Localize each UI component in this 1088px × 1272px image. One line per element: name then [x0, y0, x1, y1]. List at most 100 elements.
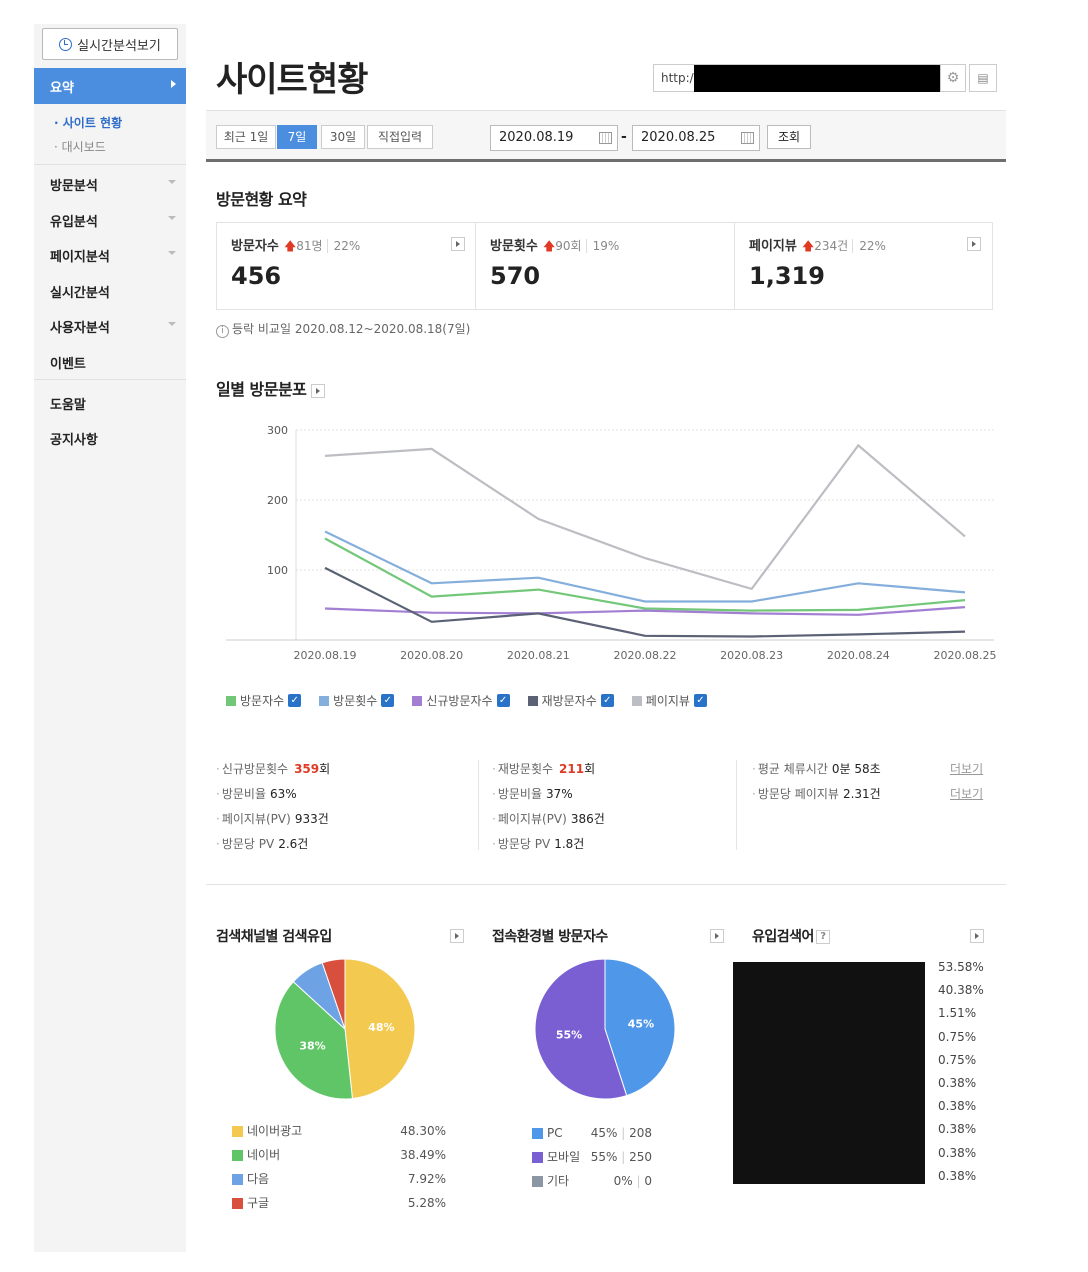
sidebar-item-summary[interactable]: 요약: [34, 68, 186, 104]
arrow-up-icon: 🡅: [283, 239, 297, 253]
end-date-input[interactable]: 2020.08.25: [632, 125, 760, 151]
checkbox-checked-icon[interactable]: ✓: [496, 694, 510, 707]
detail-arrow-icon[interactable]: [311, 383, 326, 398]
sidebar-subitem-site-status[interactable]: · 사이트 현황: [54, 116, 123, 130]
stay-metrics: · 평균 체류시간 0분 58초 · 방문당 페이지뷰 2.31건: [752, 758, 881, 808]
legend-count: 250: [629, 1150, 652, 1164]
pie-slice: [274, 981, 353, 1100]
sidebar-item-label: 이벤트: [50, 357, 86, 372]
pie-slice: [534, 958, 628, 1100]
bullet: ·: [492, 812, 496, 826]
detail-arrow-icon[interactable]: [450, 929, 464, 943]
daily-section-title: 일별 방문분포: [216, 376, 326, 400]
metric-value: 0분 58초: [831, 762, 881, 776]
sidebar-item-user-analysis[interactable]: 사용자분석: [50, 317, 176, 336]
legend-label: 방문자수: [240, 694, 285, 708]
legend-item[interactable]: 페이지뷰 ✓: [631, 692, 707, 709]
checkbox-checked-icon[interactable]: ✓: [600, 694, 614, 707]
help-icon[interactable]: ?: [815, 930, 830, 944]
more-link[interactable]: 더보기: [950, 762, 984, 776]
legend-swatch: [232, 1150, 243, 1161]
print-button[interactable]: ▤: [969, 64, 997, 92]
keyword-percent: 0.38%: [938, 1168, 977, 1183]
clock-icon: [59, 37, 73, 51]
metric-row: · 페이지뷰(PV) 933건: [216, 808, 330, 833]
pie-slice: [604, 958, 676, 1097]
keyword-percent: 1.51%: [938, 1006, 977, 1021]
legend-label: 모바일: [547, 1150, 581, 1164]
metric-row: · 페이지뷰(PV) 386건: [492, 808, 605, 833]
url-prefix: http:/: [661, 71, 694, 85]
stat-delta: 90회: [555, 239, 582, 253]
info-icon: i: [216, 325, 229, 338]
checkbox-checked-icon[interactable]: ✓: [693, 694, 707, 707]
metric-unit: 회: [319, 762, 331, 776]
sidebar-item-help[interactable]: 도움말: [50, 394, 86, 413]
keyword-percent: 0.75%: [938, 1052, 977, 1067]
calendar-icon[interactable]: [741, 132, 754, 144]
detail-arrow-icon[interactable]: [710, 929, 724, 943]
pie-slice: [344, 958, 416, 1100]
start-date-input[interactable]: 2020.08.19: [490, 125, 618, 151]
sidebar-item-event[interactable]: 이벤트: [50, 353, 86, 372]
metric-row: · 재방문횟수 211회: [492, 758, 605, 783]
revisit-metrics: · 재방문횟수 211회 · 방문비율 37% · 페이지뷰(PV) 386건 · 방문당 PV 1.…: [492, 758, 605, 858]
legend-item[interactable]: 방문횟수 ✓: [319, 692, 395, 709]
range-1day-button[interactable]: 최근 1일: [216, 125, 276, 149]
legend-label: 다음: [247, 1172, 270, 1186]
legend-label: 구글: [247, 1196, 270, 1210]
range-30days-button[interactable]: 30일: [321, 125, 365, 149]
redacted-keywords: [733, 962, 925, 1184]
divider: [734, 223, 735, 309]
more-link[interactable]: 더보기: [950, 787, 984, 801]
query-button[interactable]: 조회: [767, 125, 811, 149]
legend-label: 네이버광고: [247, 1124, 303, 1138]
keyword-percent: 0.75%: [938, 1029, 977, 1044]
summary-section-title: 방문현황 요약: [216, 190, 307, 209]
sidebar-subitem-dashboard[interactable]: · 대시보드: [54, 140, 106, 154]
calendar-icon[interactable]: [599, 132, 612, 144]
sidebar-item-notice[interactable]: 공지사항: [50, 429, 98, 448]
legend-value: 0% | 0: [614, 1170, 652, 1192]
site-url-field[interactable]: http:/: [653, 64, 965, 92]
slice-label: 48%: [368, 1021, 394, 1034]
x-tick-label: 2020.08.25: [934, 649, 997, 662]
sidebar-item-inflow-analysis[interactable]: 유입분석: [50, 211, 176, 230]
y-tick-label: 300: [267, 424, 288, 437]
range-custom-button[interactable]: 직접입력: [367, 125, 433, 149]
metric-value: 386건: [570, 812, 605, 826]
legend-count: 208: [629, 1126, 652, 1140]
x-tick-label: 2020.08.19: [294, 649, 357, 662]
legend-sep: |: [617, 1126, 630, 1140]
detail-arrow-icon[interactable]: [970, 929, 984, 943]
metric-value: 359: [294, 762, 320, 776]
metric-unit: 회: [584, 762, 596, 776]
realtime-analysis-label: 실시간분석보기: [77, 38, 161, 54]
checkbox-checked-icon[interactable]: ✓: [381, 694, 395, 707]
detail-arrow-icon[interactable]: [967, 237, 981, 251]
legend-item[interactable]: 재방문자수 ✓: [527, 692, 614, 709]
sidebar-item-page-analysis[interactable]: 페이지분석: [50, 246, 176, 265]
range-7days-button[interactable]: 7일: [277, 125, 317, 149]
series-line: [324, 566, 966, 638]
device-legend: PC 45% | 208 모바일 55% | 250 기타 0% | 0: [532, 1122, 662, 1194]
checkbox-checked-icon[interactable]: ✓: [288, 694, 302, 707]
divider: [736, 760, 737, 850]
stat-visits: 방문횟수 🡅90회 19% 570: [476, 223, 734, 309]
sidebar-item-realtime-analysis[interactable]: 실시간분석: [50, 282, 110, 301]
keyword-percent: 0.38%: [938, 1122, 977, 1137]
legend-value: 55% | 250: [591, 1146, 652, 1168]
stat-pct: 22%: [326, 239, 361, 253]
metric-row: · 평균 체류시간 0분 58초: [752, 758, 881, 783]
legend-label: 기타: [547, 1174, 570, 1188]
sidebar-item-visit-analysis[interactable]: 방문분석: [50, 175, 176, 194]
print-icon: ▤: [977, 71, 989, 85]
settings-button[interactable]: ⚙: [940, 64, 966, 92]
slice-label: 45%: [628, 1017, 654, 1030]
divider: [34, 379, 186, 380]
detail-arrow-icon[interactable]: [451, 237, 465, 251]
realtime-analysis-button[interactable]: 실시간분석보기: [42, 28, 178, 60]
legend-row: 네이버 38.49%: [232, 1144, 446, 1168]
legend-item[interactable]: 신규방문자수 ✓: [412, 692, 510, 709]
legend-item[interactable]: 방문자수 ✓: [226, 692, 302, 709]
